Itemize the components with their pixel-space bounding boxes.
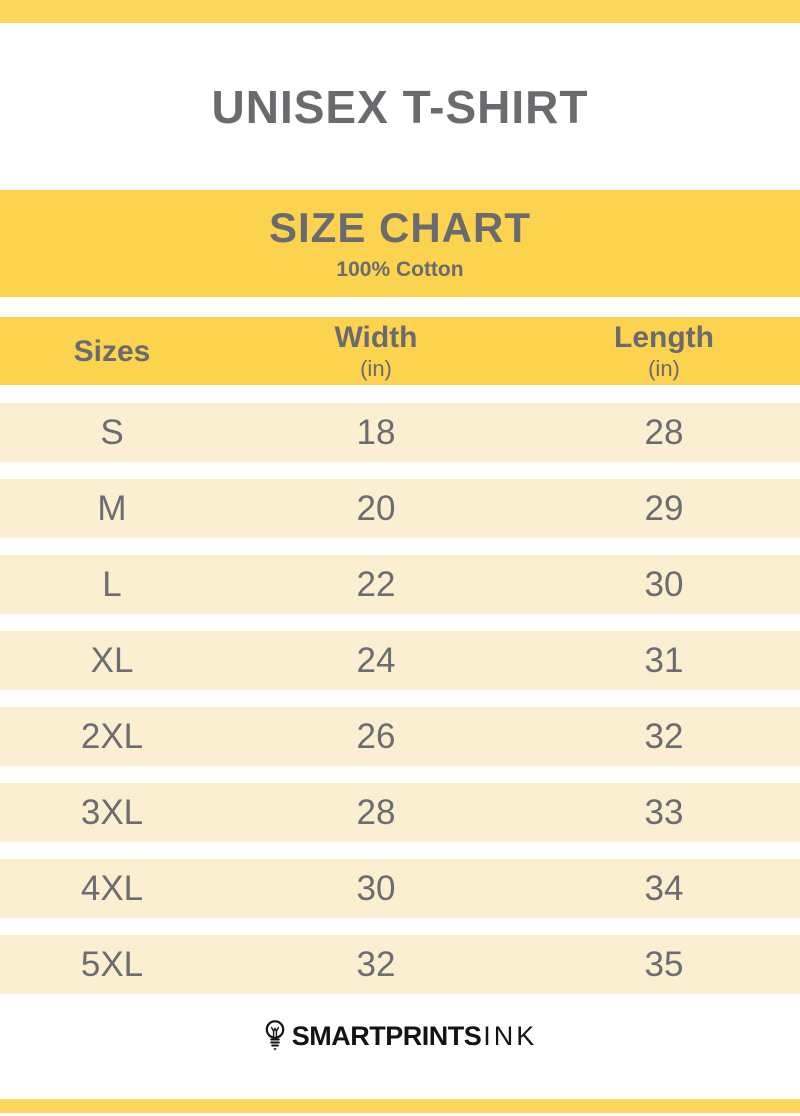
column-header-unit: (in) [360,355,392,381]
width-cell: 28 [356,793,396,832]
length-cell: 34 [644,869,684,908]
table-body: S 18 28 M 20 29 L 22 30 XL 24 31 2XL 26 … [0,403,800,994]
size-cell: 4XL [80,869,144,908]
size-cell: 3XL [80,793,144,832]
length-cell: 33 [644,793,684,832]
size-cell: 5XL [80,945,144,984]
size-cell: 2XL [80,717,144,756]
width-cell: 32 [356,945,396,984]
width-cell: 30 [356,869,396,908]
column-header-sizes: Sizes [0,335,224,368]
column-header-length: Length (in) [528,321,800,381]
page-title: UNISEX T-SHIRT [211,80,589,133]
length-cell: 32 [644,717,684,756]
table-row: 2XL 26 32 [0,707,800,766]
width-cell: 24 [356,641,396,680]
title-section: UNISEX T-SHIRT [0,23,800,190]
column-header-unit: (in) [648,355,680,381]
banner-subtitle: 100% Cotton [336,258,464,281]
width-cell: 20 [356,489,396,528]
table-header-row: Sizes Width (in) Length (in) [0,317,800,385]
width-cell: 26 [356,717,396,756]
lightbulb-icon [263,1019,287,1053]
table-row: 3XL 28 33 [0,783,800,842]
length-cell: 31 [644,641,684,680]
size-cell: S [100,413,124,452]
column-header-label: Sizes [73,334,151,368]
size-cell: M [97,489,127,528]
table-row: XL 24 31 [0,631,800,690]
size-cell: L [102,565,122,604]
length-cell: 29 [644,489,684,528]
column-header-width: Width (in) [224,321,528,381]
column-header-label: Length [614,320,714,354]
size-chart-banner: SIZE CHART 100% Cotton [0,190,800,297]
size-cell: XL [90,641,134,680]
top-accent-bar [0,0,800,23]
table-row: L 22 30 [0,555,800,614]
brand-name-light: INK [483,1020,538,1051]
banner-title: SIZE CHART [269,204,531,251]
table-row: S 18 28 [0,403,800,462]
bottom-accent-bar [0,1099,800,1113]
table-row: 4XL 30 34 [0,859,800,918]
brand-footer: SMARTPRINTS INK [0,1018,800,1054]
length-cell: 30 [644,565,684,604]
column-header-label: Width [334,320,418,354]
table-row: 5XL 32 35 [0,935,800,994]
length-cell: 28 [644,413,684,452]
width-cell: 22 [356,565,396,604]
brand-name-bold: SMARTPRINTS [291,1020,482,1051]
width-cell: 18 [356,413,396,452]
table-row: M 20 29 [0,479,800,538]
length-cell: 35 [644,945,684,984]
